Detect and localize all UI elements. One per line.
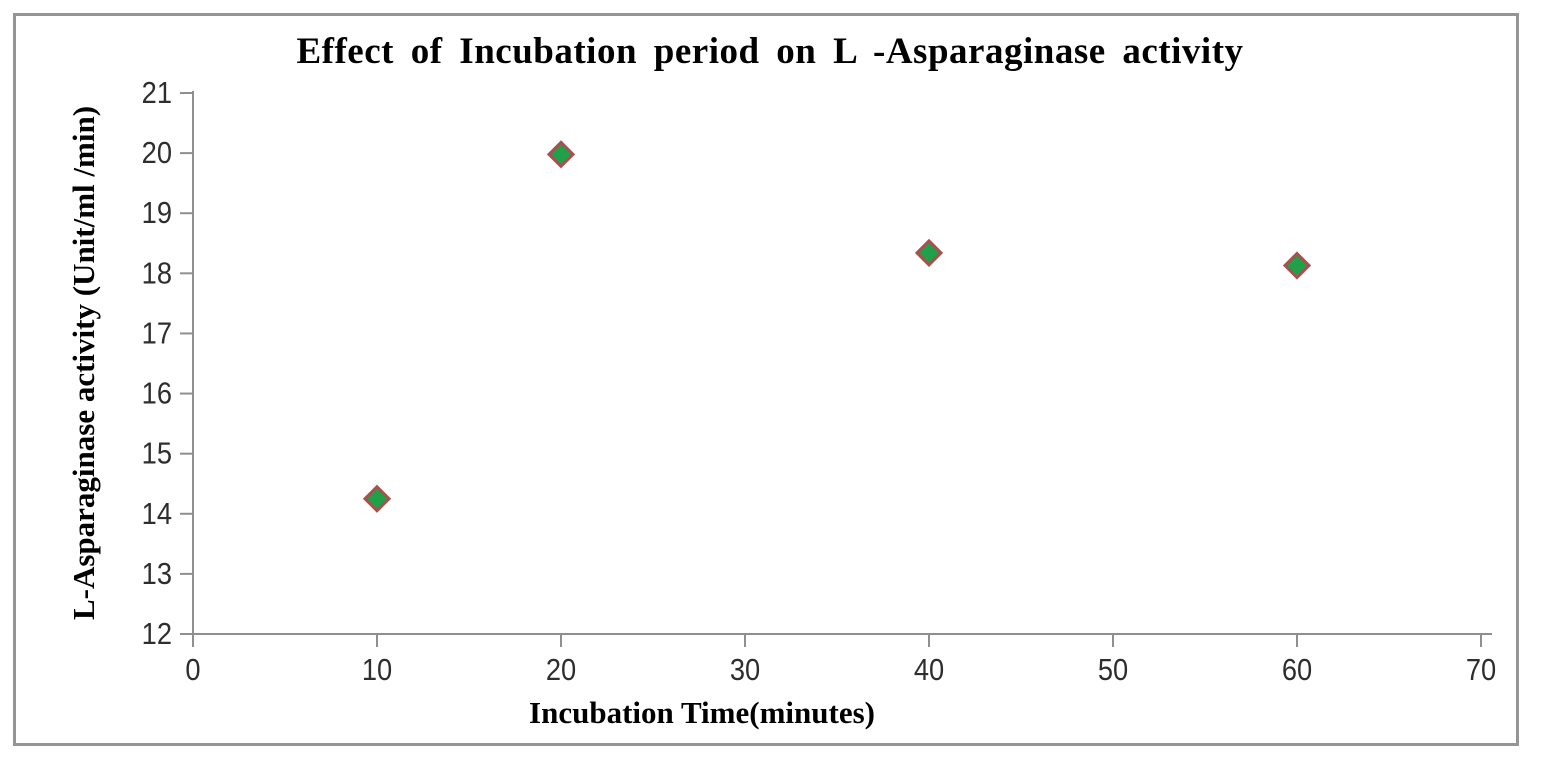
data-point-diamond — [1282, 251, 1312, 280]
y-tick-label: 21 — [142, 76, 172, 110]
x-tick-label: 30 — [730, 653, 760, 687]
x-tick-label: 40 — [914, 653, 944, 687]
data-points — [362, 140, 1312, 513]
chart-frame-border — [13, 13, 1519, 746]
chart-title: Effect of Incubation period on L -Aspara… — [296, 31, 1244, 72]
x-axis-title: Incubation Time(minutes) — [529, 695, 875, 730]
tick-labels: 0 10 20 30 40 50 60 70 12 13 14 15 16 17 18 19 20 21 — [142, 76, 1497, 687]
y-tick-label: 16 — [142, 377, 172, 411]
data-point-diamond — [546, 140, 576, 169]
axes — [180, 91, 1492, 647]
y-tick-label: 17 — [142, 317, 172, 351]
x-tick-label: 10 — [362, 653, 392, 687]
y-tick-label: 15 — [142, 437, 172, 471]
y-tick-label: 18 — [142, 257, 172, 291]
y-tick-label: 20 — [142, 137, 172, 171]
x-tick-label: 20 — [546, 653, 576, 687]
x-tick-label: 70 — [1466, 653, 1496, 687]
x-tick-label: 60 — [1282, 653, 1312, 687]
y-tick-label: 13 — [142, 557, 172, 591]
y-tick-label: 14 — [142, 497, 172, 531]
y-tick-label: 19 — [142, 197, 172, 231]
x-tick-label: 50 — [1098, 653, 1128, 687]
data-point-diamond — [362, 484, 392, 513]
x-tick-label: 0 — [185, 653, 200, 687]
data-point-diamond — [914, 238, 944, 268]
y-tick-label: 12 — [142, 617, 172, 651]
